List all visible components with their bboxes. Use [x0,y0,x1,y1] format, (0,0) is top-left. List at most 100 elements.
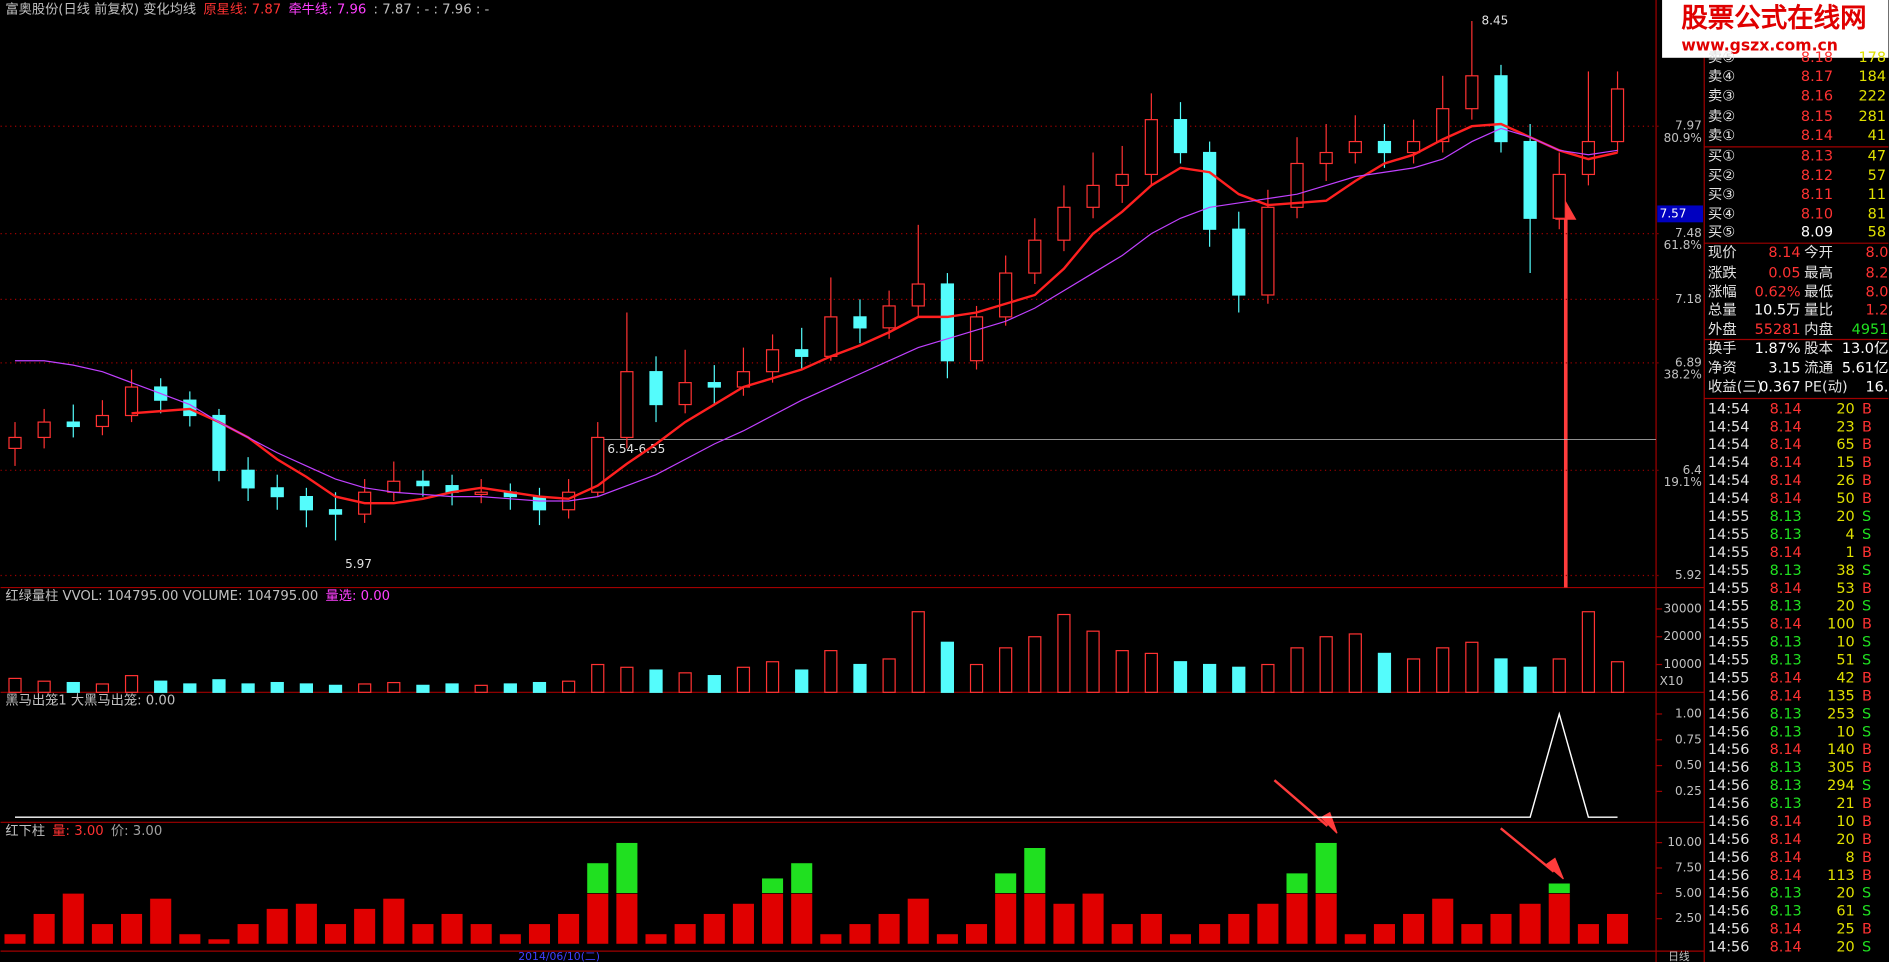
stack-bar [1606,913,1629,945]
quote-cell: 14:55 [1708,599,1750,615]
quote-cell: 现价 [1708,245,1737,261]
candle-body [474,491,488,496]
volume-bar [8,677,22,693]
quote-cell: 14:55 [1708,563,1750,579]
quote-cell: S [1862,886,1871,902]
quote-cell: 14:54 [1708,455,1750,471]
quote-cell: 10 [1836,724,1854,740]
volume-bar [882,658,896,693]
candle-body [387,480,401,493]
stack-bar [1023,893,1046,945]
quote-cell: 买② [1708,167,1735,184]
quote-cell: 涨跌 [1708,264,1737,281]
quote-cell: 8.09 [1801,224,1833,240]
quote-cell: 14:56 [1708,742,1750,758]
volume-bar [1581,611,1596,693]
candle-body [1523,140,1537,219]
quote-cell: 14:55 [1708,545,1750,561]
quote-cell: S [1862,706,1871,722]
quote-cell: 8.14 [1770,832,1802,848]
quote-cell: 内盘 [1804,320,1833,338]
stack-bar [1227,913,1250,945]
quote-cell: 14:54 [1708,491,1750,507]
stack-bar [1402,913,1425,945]
quote-cell: 55281 [1755,322,1801,338]
volume-bar [445,683,459,693]
candle-body [1494,75,1508,143]
quote-cell: 卖③ [1708,87,1735,104]
quote-cell: 14:56 [1708,688,1750,704]
moving-average [131,122,1618,505]
quote-cell: 最低 [1804,284,1833,301]
annotation: 8.45 [1481,14,1508,28]
quote-cell: 42 [1836,670,1854,686]
panel-title: 黑马出笼1 大黑马出笼: 0.00 [5,692,175,709]
volume-bar [1232,666,1246,693]
stack-bar [586,862,609,894]
quote-cell: 10.5万 [1754,303,1801,319]
stack-bar [1023,847,1046,894]
quote-cell: 8.13 [1770,635,1802,651]
volume-bar [940,641,955,693]
quote-cell: B [1862,419,1872,435]
stack-bar [1256,903,1280,945]
quote-cell: 8.14 [1770,868,1802,884]
quote-cell: 3.15 [1768,360,1800,376]
quote-cell: 81 [1868,206,1886,222]
stack-bar [994,893,1017,945]
quote-cell: 8.10 [1801,206,1833,222]
candle-body [1057,206,1071,241]
y-tick-label: 7.48 [1675,226,1702,240]
candle-body [1028,239,1042,274]
quote-cell: 14:55 [1708,635,1750,651]
candle-body [241,469,255,489]
quote-cell: 8.14 [1770,617,1802,633]
quote-cell: 281 [1858,109,1886,125]
arrow [1273,779,1329,827]
y-tick-label: 10.00 [1667,835,1701,849]
y-tick-label: 6.89 [1675,355,1702,369]
volume-bar [1144,652,1158,693]
y-tick-label: 0.50 [1675,758,1702,772]
candle-body [8,436,22,449]
volume-bar [736,666,751,693]
quote-cell: 14:55 [1708,670,1750,686]
candle-body [532,496,547,511]
stack-bar [1285,872,1309,894]
quote-cell: 8.14 [1768,245,1800,261]
candle-body [591,436,605,493]
quote-cell: 8.14 [1770,401,1802,417]
quote-cell: 8.14 [1770,940,1802,956]
volume-bar [299,683,313,693]
logo-box [1662,0,1889,58]
volume-bar [532,681,547,693]
candle-body [1261,206,1275,296]
quote-cell: 51 [1836,653,1854,669]
stack-bar [790,893,813,945]
quote-cell: 8.2 [1865,265,1888,281]
volume-bar [1523,666,1537,693]
stack-bar [440,913,464,945]
volume-bar [824,650,838,693]
quote-cell: B [1862,617,1872,633]
quote-cell: 140 [1827,742,1855,758]
quote-cell: B [1862,545,1872,561]
quote-cell: 294 [1827,778,1855,794]
y-tick-label: 5.92 [1675,568,1702,582]
candle-body [95,414,110,428]
stack-bar [1315,893,1338,945]
candle-body [1115,173,1129,186]
candle-body [1348,140,1362,154]
quote-cell: 13.0亿 [1842,340,1889,357]
quote-cell: B [1862,814,1872,830]
moving-average [15,127,1618,502]
quote-cell: 23 [1836,419,1854,435]
quote-cell: 135 [1827,688,1855,704]
annotation: 5.97 [345,557,372,571]
cursor-value: 7.57 [1660,206,1687,220]
stack-bar [1140,913,1163,945]
volume-bar [95,683,110,693]
quote-cell: 14:56 [1708,868,1750,884]
